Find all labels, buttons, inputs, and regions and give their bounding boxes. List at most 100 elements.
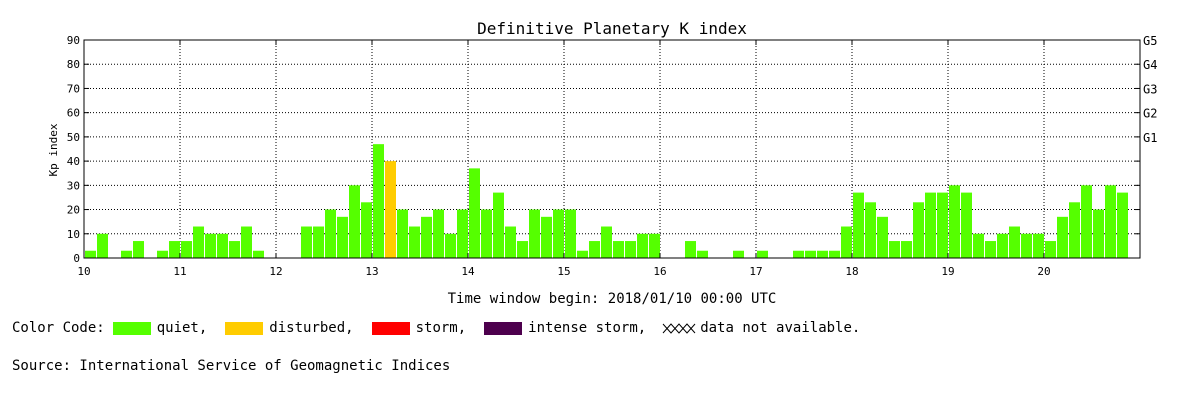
kp-bar — [637, 233, 648, 258]
legend-storm-swatch — [371, 321, 410, 335]
kp-bar — [685, 241, 696, 258]
legend-disturbed: disturbed, — [217, 320, 354, 336]
g-scale-label: G2 — [1143, 107, 1157, 121]
kp-bar — [337, 216, 348, 258]
y-tick-label: 40 — [67, 155, 80, 168]
kp-bar — [445, 233, 456, 258]
kp-bar — [241, 226, 252, 258]
x-tick-label: 20 — [1037, 265, 1050, 278]
kp-bar — [1093, 209, 1104, 258]
no-data-zigzag-icon — [662, 323, 696, 334]
kp-bar — [193, 226, 204, 258]
legend-storm-label: storm, — [415, 320, 467, 336]
kp-bar — [997, 233, 1008, 258]
x-tick-label: 12 — [269, 265, 282, 278]
x-tick-label: 19 — [941, 265, 954, 278]
kp-bar — [973, 233, 984, 258]
chart-title: Definitive Planetary K index — [477, 19, 747, 38]
kp-bar — [565, 209, 576, 258]
kp-bar — [793, 250, 804, 258]
kp-bar — [169, 241, 180, 258]
kp-bar — [253, 250, 264, 258]
y-tick-label: 30 — [67, 179, 80, 192]
kp-bar — [901, 241, 912, 258]
plot-frame — [83, 39, 1141, 259]
kp-bar — [949, 185, 960, 258]
kp-bar — [841, 226, 852, 258]
kp-bar — [865, 202, 876, 258]
grid-lines — [84, 40, 1140, 258]
legend-intense-swatch — [484, 321, 523, 335]
kp-bar — [697, 250, 708, 258]
legend-disturbed-label: disturbed, — [269, 320, 354, 336]
kp-bar — [1009, 226, 1020, 258]
legend-nodata: data not available. — [656, 320, 860, 336]
kp-bar — [1057, 216, 1068, 258]
kp-bar — [937, 192, 948, 258]
kp-bar — [817, 250, 828, 258]
kp-bar — [541, 216, 552, 258]
kp-bar — [97, 233, 108, 258]
kp-bar — [157, 250, 168, 258]
y-tick-label: 10 — [67, 228, 80, 241]
kp-bar — [1021, 233, 1032, 258]
kp-bar — [121, 250, 132, 258]
kp-bar — [361, 202, 372, 258]
x-tick-label: 16 — [653, 265, 666, 278]
legend-quiet-label: quiet, — [156, 320, 208, 336]
kp-bar — [469, 168, 480, 258]
kp-bar — [961, 192, 972, 258]
x-axis-label: Time window begin: 2018/01/10 00:00 UTC — [448, 291, 777, 307]
g-scale-label: G3 — [1143, 82, 1157, 96]
kp-bar — [133, 241, 144, 258]
kp-bar — [397, 209, 408, 258]
y-tick-label: 0 — [73, 252, 80, 265]
x-tick-label: 11 — [173, 265, 186, 278]
kp-bar — [757, 250, 768, 258]
kp-bar — [1033, 233, 1044, 258]
kp-index-chart: Definitive Planetary K index Kp index 0 1… — [47, 19, 1157, 307]
legend-title: Color Code: — [12, 320, 105, 336]
kp-bar — [1105, 185, 1116, 258]
kp-bar — [589, 241, 600, 258]
kp-bar — [1081, 185, 1092, 258]
y-tick-label: 60 — [67, 107, 80, 120]
kp-bar — [889, 241, 900, 258]
legend-quiet: quiet, — [105, 320, 208, 336]
kp-bar — [613, 241, 624, 258]
x-tick-label: 17 — [749, 265, 762, 278]
kp-bar — [385, 161, 396, 258]
kp-bar — [925, 192, 936, 258]
g-scale-label: G1 — [1143, 131, 1157, 145]
kp-bar — [205, 233, 216, 258]
kp-bar — [601, 226, 612, 258]
kp-bar — [349, 185, 360, 258]
kp-bar — [409, 226, 420, 258]
y-tick-label: 50 — [67, 131, 80, 144]
kp-bar — [493, 192, 504, 258]
kp-bar — [853, 192, 864, 258]
kp-bar — [325, 209, 336, 258]
kp-bar — [553, 209, 564, 258]
y-axis-label: Kp index — [47, 123, 60, 176]
x-tick-label: 14 — [461, 265, 475, 278]
kp-bar — [829, 250, 840, 258]
legend-disturbed-swatch — [225, 321, 264, 335]
kp-bar — [877, 216, 888, 258]
kp-bar — [373, 144, 384, 258]
g-scale-label: G5 — [1143, 34, 1157, 48]
kp-bar — [481, 209, 492, 258]
kp-bar — [313, 226, 324, 258]
kp-bar — [505, 226, 516, 258]
kp-bar — [1069, 202, 1080, 258]
legend-storm: storm, — [364, 320, 467, 336]
kp-bar — [181, 241, 192, 258]
y-tick-label: 20 — [67, 204, 80, 217]
kp-bar — [529, 209, 540, 258]
y-tick-label: 80 — [67, 58, 80, 71]
kp-bar — [649, 233, 660, 258]
kp-bar — [1117, 192, 1128, 258]
kp-bar — [85, 250, 96, 258]
y-tick-label: 90 — [67, 34, 80, 47]
kp-bar — [733, 250, 744, 258]
